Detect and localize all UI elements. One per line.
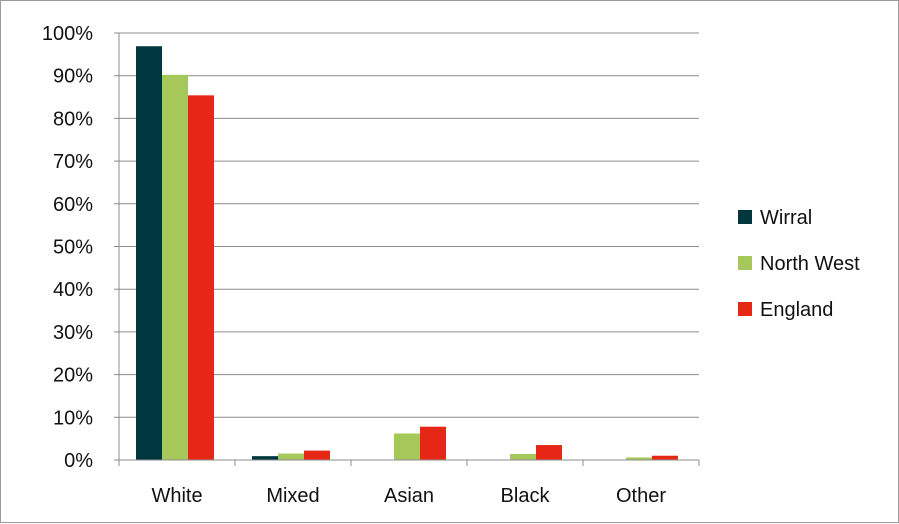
bar-england-mixed <box>304 450 330 460</box>
y-tick-label: 40% <box>53 279 93 301</box>
y-tick-label: 20% <box>53 365 93 387</box>
y-tick-label: 70% <box>53 151 93 173</box>
x-axis: White Mixed Asian Black Other <box>118 459 700 507</box>
legend-swatch-wirral <box>738 210 752 224</box>
y-tick-label: 10% <box>53 407 93 429</box>
legend-label: North West <box>760 253 860 275</box>
bar-north-west-black <box>510 454 536 460</box>
legend: Wirral North West England <box>738 207 860 321</box>
legend-swatch-england <box>738 302 752 316</box>
bar-wirral-mixed <box>252 456 278 460</box>
legend-label: England <box>760 299 833 321</box>
y-tick-label: 30% <box>53 322 93 344</box>
x-tick-label: Black <box>501 485 551 507</box>
bar-england-asian <box>420 426 446 460</box>
x-tick-label: Asian <box>384 485 434 507</box>
gridlines <box>119 32 699 418</box>
y-tick-label: 80% <box>53 108 93 130</box>
y-tick-label: 90% <box>53 66 93 88</box>
y-tick-label: 50% <box>53 237 93 259</box>
bar-north-west-other <box>626 457 652 460</box>
bar-england-other <box>652 455 678 460</box>
bar-north-west-white <box>162 74 188 460</box>
x-tick-label: Mixed <box>266 485 319 507</box>
legend-swatch-north-west <box>738 256 752 270</box>
x-tick-label: Other <box>616 485 666 507</box>
bar-north-west-mixed <box>278 453 304 460</box>
y-tick-label: 100% <box>42 23 93 45</box>
y-tick-label: 0% <box>64 450 93 472</box>
bar-north-west-asian <box>394 433 420 460</box>
x-tick-label: White <box>151 485 202 507</box>
y-tick-label: 60% <box>53 194 93 216</box>
y-axis: 0% 10% 20% 30% 40% 50% 60% 70% 80% 90% 100% <box>42 23 120 472</box>
bar-england-black <box>536 445 562 460</box>
bar-england-white <box>188 95 214 460</box>
legend-label: Wirral <box>760 207 812 229</box>
bars <box>136 46 678 460</box>
bar-wirral-white <box>136 46 162 460</box>
